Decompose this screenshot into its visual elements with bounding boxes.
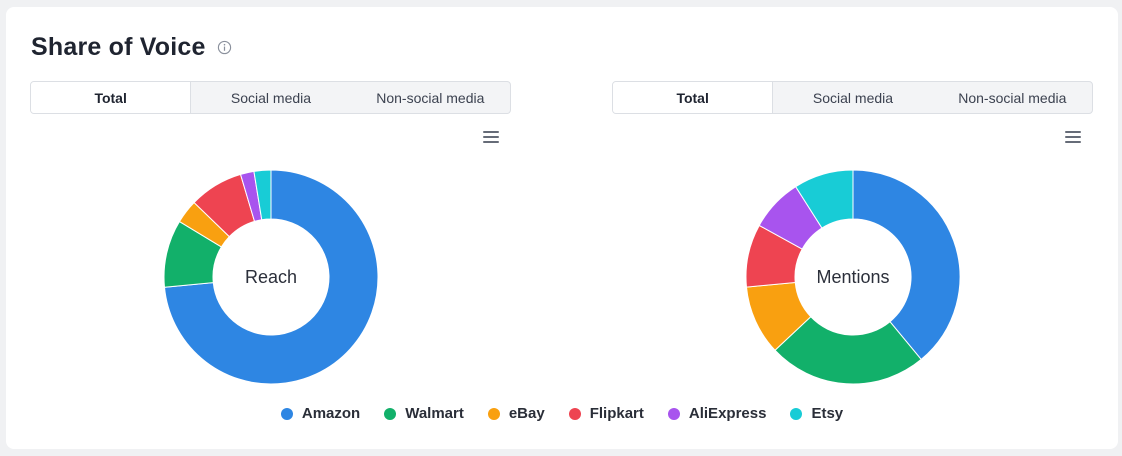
tab-non-social-media[interactable]: Non-social media (958, 89, 1067, 106)
tab-social-media[interactable]: Social media (230, 89, 312, 106)
reach-tab-group: Total Social media Non-social media (30, 81, 511, 114)
legend-label: AliExpress (688, 405, 767, 422)
donut-center-label: Mentions (816, 267, 889, 287)
legend-dot (667, 407, 680, 420)
legend-dot (280, 407, 293, 420)
hamburger-menu-icon[interactable] (1065, 131, 1081, 145)
legend-item-etsy[interactable]: Etsy (790, 405, 843, 422)
legend-dot (384, 407, 397, 420)
info-circle-icon[interactable] (217, 40, 232, 55)
share-of-voice-card: Share of Voice Total Social media Non-so… (6, 7, 1118, 449)
legend-label: eBay (508, 405, 545, 422)
donut-slice-etsy[interactable] (794, 169, 854, 229)
mentions-donut-chart: Mentions (745, 169, 961, 385)
legend-item-aliexpress[interactable]: AliExpress (667, 405, 767, 422)
legend-label: Walmart (405, 405, 464, 422)
tab-total[interactable]: Total (31, 82, 192, 113)
tab-total[interactable]: Total (613, 82, 774, 113)
donut-slice-amazon[interactable] (852, 169, 961, 361)
title-row: Share of Voice (31, 33, 232, 62)
donut-center-label: Reach (245, 267, 297, 287)
tab-social-media[interactable]: Social media (812, 89, 894, 106)
hamburger-menu-icon[interactable] (483, 131, 499, 145)
tab-non-social-media[interactable]: Non-social media (376, 89, 485, 106)
page-title: Share of Voice (31, 33, 206, 61)
donut-slice-etsy[interactable] (253, 169, 272, 221)
legend-item-amazon[interactable]: Amazon (280, 405, 361, 422)
donut-slice-walmart[interactable] (774, 315, 922, 385)
legend-dot (568, 407, 581, 420)
legend-dot (487, 407, 500, 420)
legend-label: Etsy (811, 405, 844, 422)
legend-item-walmart[interactable]: Walmart (384, 405, 464, 422)
legend-label: Amazon (301, 405, 361, 422)
mentions-tab-group: Total Social media Non-social media (612, 81, 1093, 114)
donut-slice-amazon[interactable] (163, 169, 379, 385)
legend-item-ebay[interactable]: eBay (487, 405, 545, 422)
legend-item-flipkart[interactable]: Flipkart (568, 405, 644, 422)
legend-label: Flipkart (589, 405, 644, 422)
reach-donut-chart: Reach (163, 169, 379, 385)
chart-legend: Amazon Walmart eBay Flipkart AliExpress … (6, 405, 1118, 422)
legend-dot (790, 407, 803, 420)
